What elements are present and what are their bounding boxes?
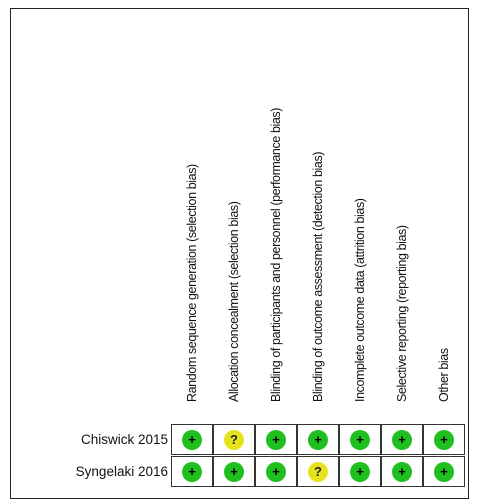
unclear-risk-icon: ?	[224, 429, 244, 450]
domain-label-6: Selective reporting (reporting bias)	[392, 16, 412, 416]
domain-label-text: Random sequence generation (selection bi…	[185, 164, 199, 402]
risk-of-bias-grid: +? + + + + + + + +? + + +	[171, 424, 468, 487]
domain-label-7: Other bias	[434, 16, 454, 416]
study-label: Syngelaki 2016	[75, 464, 168, 479]
low-risk-icon: +	[224, 461, 244, 482]
domain-label-1: Random sequence generation (selection bi…	[182, 16, 202, 416]
judgement-cell: +	[381, 456, 423, 487]
judgement-cell: +	[255, 424, 297, 455]
domain-label-4: Blinding of outcome assessment (detectio…	[308, 16, 328, 416]
domain-label-text: Blinding of participants and personnel (…	[269, 107, 283, 402]
judgement-cell: +	[381, 424, 423, 455]
domain-label-text: Blinding of outcome assessment (detectio…	[311, 151, 325, 402]
low-risk-icon: +	[392, 461, 412, 482]
judgement-cell: +	[255, 456, 297, 487]
domain-label-text: Incomplete outcome data (attrition bias)	[353, 198, 367, 402]
judgement-cell: +	[423, 424, 465, 455]
domain-label-2: Allocation concealment (selection bias)	[224, 16, 244, 416]
low-risk-icon: +	[266, 461, 286, 482]
low-risk-icon: +	[308, 429, 328, 450]
judgement-cell: ?	[297, 456, 339, 487]
low-risk-icon: +	[182, 461, 202, 482]
low-risk-icon: +	[434, 461, 454, 482]
judgement-cell: +	[213, 456, 255, 487]
low-risk-icon: +	[392, 429, 412, 450]
domain-label-5: Incomplete outcome data (attrition bias)	[350, 16, 370, 416]
judgement-cell: +	[171, 456, 213, 487]
low-risk-icon: +	[350, 429, 370, 450]
unclear-risk-icon: ?	[308, 461, 328, 482]
domain-label-text: Other bias	[437, 348, 451, 402]
judgement-cell: ?	[213, 424, 255, 455]
judgement-cell: +	[297, 424, 339, 455]
low-risk-icon: +	[266, 429, 286, 450]
risk-of-bias-panel: Random sequence generation (selection bi…	[10, 8, 469, 499]
low-risk-icon: +	[434, 429, 454, 450]
study-label: Chiswick 2015	[80, 432, 168, 447]
domain-label-3: Blinding of participants and personnel (…	[266, 16, 286, 416]
domain-label-text: Selective reporting (reporting bias)	[395, 225, 409, 402]
low-risk-icon: +	[350, 461, 370, 482]
judgement-cell: +	[423, 456, 465, 487]
judgement-cell: +	[171, 424, 213, 455]
low-risk-icon: +	[182, 429, 202, 450]
judgement-cell: +	[339, 424, 381, 455]
domain-label-text: Allocation concealment (selection bias)	[227, 201, 241, 402]
judgement-cell: +	[339, 456, 381, 487]
